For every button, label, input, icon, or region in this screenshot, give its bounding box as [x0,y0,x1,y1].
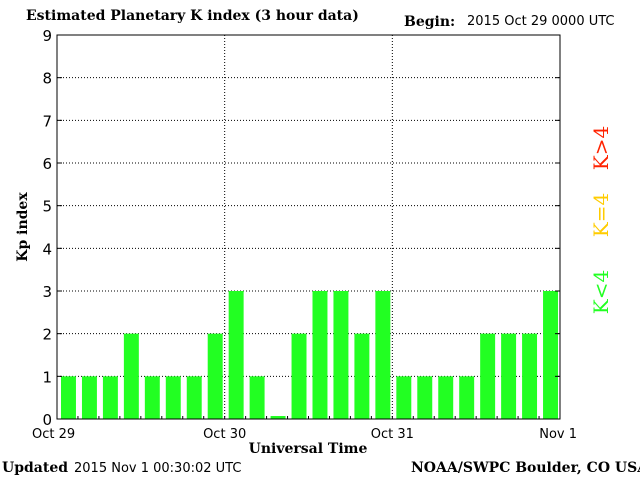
kp-bar [459,376,475,419]
y-tick-label: 0 [42,411,52,429]
kp-bar [102,376,118,419]
kp-bar [228,291,244,419]
kp-bar [501,333,517,419]
kp-bar [61,376,76,419]
legend-label: K<4 [589,270,613,314]
begin-value: 2015 Oct 29 0000 UTC [467,14,615,29]
kp-bar [144,376,160,419]
legend-label: K=4 [589,193,613,237]
kp-bar [543,291,558,419]
x-tick-label: Oct 29 [32,427,75,442]
x-tick-label: Nov 1 [539,427,577,442]
kp-bar [522,333,538,419]
kp-bar [81,376,97,419]
y-tick-label: 8 [42,70,52,88]
kp-bar [249,376,265,419]
kp-bar [186,376,202,419]
kp-bar [438,376,454,419]
y-tick-label: 7 [42,112,52,130]
x-axis-title: Universal Time [249,441,368,457]
x-tick-label: Oct 31 [371,427,414,442]
y-tick-label: 3 [42,283,52,301]
legend-label: K>4 [589,126,613,170]
y-tick-label: 1 [42,368,52,386]
kp-bar [417,376,433,419]
kp-bar [333,291,349,419]
credit-label: NOAA/SWPC Boulder, CO USA [411,460,640,476]
kp-bar [312,291,328,419]
y-tick-label: 6 [42,155,52,173]
kp-bar [123,333,139,419]
kp-bar [480,333,496,419]
kp-bar [270,416,286,419]
y-tick-label: 5 [42,198,52,216]
kp-bar [291,333,307,419]
chart-title: Estimated Planetary K index (3 hour data… [26,8,359,24]
updated-value: 2015 Nov 1 00:30:02 UTC [74,461,242,476]
kp-bar [396,376,412,419]
y-tick-label: 4 [42,240,52,258]
begin-label: Begin: [404,14,456,30]
y-axis-title: Kp index [15,192,31,262]
kp-bar [207,333,223,419]
kp-bar [354,333,370,419]
updated-label: Updated [2,460,69,476]
kp-bar [165,376,181,419]
y-tick-label: 2 [42,326,52,344]
kp-bar [375,291,391,419]
y-tick-label: 9 [42,27,52,45]
x-tick-label: Oct 30 [203,427,246,442]
